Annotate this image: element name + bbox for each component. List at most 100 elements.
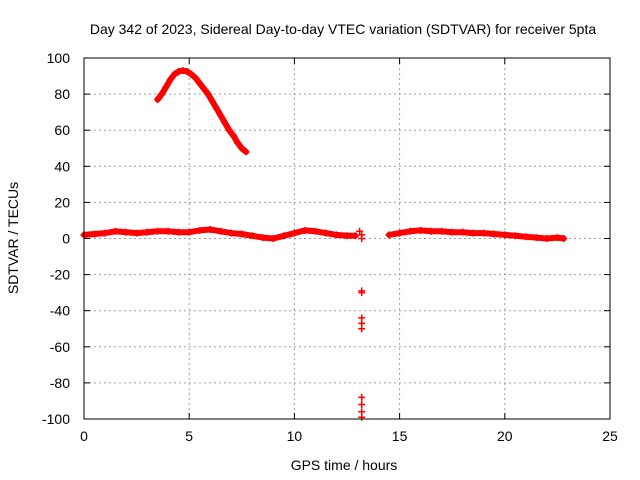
data-point xyxy=(396,229,404,237)
y-tick-label: -100 xyxy=(42,411,70,427)
data-point xyxy=(511,232,519,240)
data-point xyxy=(259,234,267,242)
y-tick-label: -80 xyxy=(50,375,70,391)
y-tick-label: -60 xyxy=(50,339,70,355)
x-tick-label: 10 xyxy=(287,428,303,444)
y-tick-label: 100 xyxy=(47,50,71,66)
data-point xyxy=(206,225,214,233)
y-axis-label: SDTVAR / TECUs xyxy=(5,182,21,294)
data-points xyxy=(80,67,568,421)
data-point xyxy=(358,401,366,409)
axis-ticks: 0 5 10 15 20 25 -100 -80 -60 -40 -20 0 20 40 60 80 100 xyxy=(42,50,618,444)
x-tick-label: 25 xyxy=(602,428,618,444)
data-point xyxy=(227,229,235,237)
data-point xyxy=(351,232,359,240)
data-point xyxy=(459,228,467,236)
data-point xyxy=(196,226,204,234)
data-point xyxy=(417,226,425,234)
data-point xyxy=(170,70,178,78)
data-point xyxy=(358,235,366,242)
data-point xyxy=(166,76,174,84)
y-tick-label: 20 xyxy=(54,194,70,210)
plot-frame xyxy=(83,57,611,420)
data-point xyxy=(406,227,414,235)
data-point xyxy=(164,227,172,235)
data-point xyxy=(290,229,298,237)
data-point xyxy=(385,231,393,239)
data-point xyxy=(322,229,330,237)
data-point xyxy=(522,233,530,241)
y-tick-label: -20 xyxy=(50,267,70,283)
data-point xyxy=(213,105,221,113)
data-point xyxy=(553,234,561,242)
data-point xyxy=(301,226,309,234)
data-point xyxy=(358,289,366,297)
x-tick-label: 15 xyxy=(392,428,408,444)
x-tick-label: 0 xyxy=(80,428,88,444)
data-point xyxy=(448,228,456,236)
y-tick-label: -40 xyxy=(50,303,70,319)
data-point xyxy=(238,230,246,238)
data-point xyxy=(154,227,162,235)
data-point xyxy=(208,97,216,105)
data-point xyxy=(196,79,204,87)
data-point xyxy=(143,228,151,236)
data-point xyxy=(187,70,195,78)
y-tick-label: 40 xyxy=(54,158,70,174)
y-tick-label: 60 xyxy=(54,122,70,138)
x-axis-label: GPS time / hours xyxy=(291,457,398,473)
data-point xyxy=(162,83,170,91)
series-0 xyxy=(154,67,250,156)
data-point xyxy=(217,227,225,235)
series-1 xyxy=(80,225,359,242)
grid xyxy=(84,58,610,419)
series-band xyxy=(154,67,249,155)
data-point xyxy=(490,230,498,238)
data-point xyxy=(179,67,187,75)
data-point xyxy=(469,229,477,237)
data-point xyxy=(532,234,540,242)
data-point xyxy=(217,112,225,120)
data-point xyxy=(332,231,340,239)
data-point xyxy=(112,227,120,235)
data-point xyxy=(183,68,191,76)
data-point xyxy=(501,231,509,239)
data-point xyxy=(248,232,256,240)
data-point xyxy=(427,227,435,235)
data-point xyxy=(560,235,568,242)
data-point xyxy=(238,144,246,152)
series-3 xyxy=(385,226,568,242)
data-point xyxy=(221,119,229,127)
data-point xyxy=(358,413,366,421)
series-2 xyxy=(356,227,366,421)
data-point xyxy=(543,235,551,242)
data-point xyxy=(192,74,200,82)
data-point xyxy=(229,132,237,140)
data-point xyxy=(358,393,366,401)
data-point xyxy=(343,232,351,240)
data-point xyxy=(200,85,208,93)
data-point xyxy=(175,228,183,236)
data-point xyxy=(158,90,166,98)
data-point xyxy=(480,229,488,237)
data-point xyxy=(234,139,242,147)
y-tick-label: 80 xyxy=(54,86,70,102)
x-tick-label: 20 xyxy=(497,428,513,444)
data-point xyxy=(242,148,250,156)
data-point xyxy=(269,235,277,242)
data-point xyxy=(280,232,288,240)
data-point xyxy=(311,227,319,235)
data-point xyxy=(154,96,162,104)
chart-title: Day 342 of 2023, Sidereal Day-to-day VTE… xyxy=(90,21,597,37)
x-tick-label: 5 xyxy=(185,428,193,444)
data-point xyxy=(91,230,99,238)
data-point xyxy=(438,227,446,235)
y-tick-label: 0 xyxy=(62,231,70,247)
data-point xyxy=(101,229,109,237)
data-point xyxy=(225,126,233,134)
data-point xyxy=(133,229,141,237)
data-point xyxy=(185,228,193,236)
data-point xyxy=(204,90,212,98)
data-point xyxy=(358,325,366,333)
